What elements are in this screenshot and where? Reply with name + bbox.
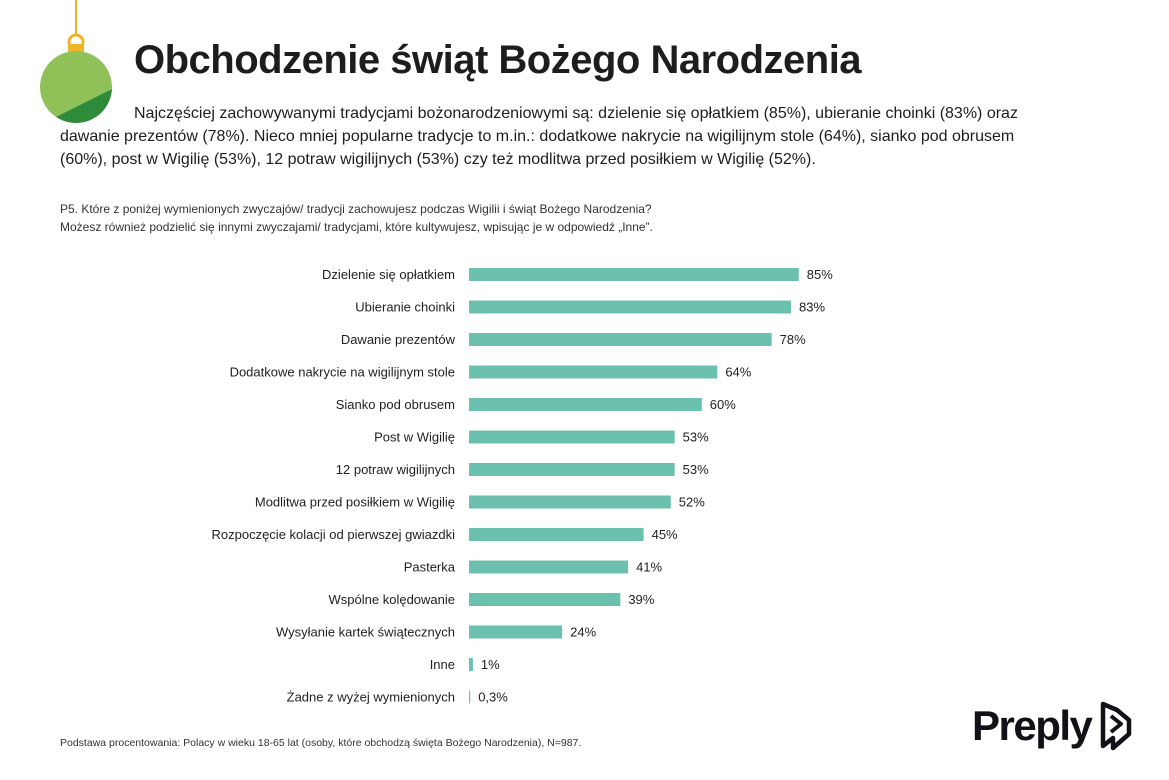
bar (469, 625, 563, 639)
bar (469, 300, 792, 314)
category-label: Ubieranie choinki (355, 300, 455, 315)
bar (469, 268, 799, 281)
preply-logo-icon (1101, 701, 1132, 751)
value-label: 39% (628, 592, 654, 607)
category-label: Wysyłanie kartek świątecznych (276, 625, 455, 640)
value-label: 60% (710, 397, 736, 412)
category-label: 12 potraw wigilijnych (336, 462, 455, 477)
bar (469, 593, 621, 606)
category-label: Modlitwa przed posiłkiem w Wigilię (255, 495, 455, 510)
value-label: 24% (570, 625, 596, 640)
category-label: Inne (430, 657, 455, 672)
bar (469, 333, 772, 346)
bar (469, 560, 629, 574)
category-label: Pasterka (404, 560, 456, 575)
value-label: 83% (799, 300, 825, 315)
intro-paragraph: Najczęściej zachowywanymi tradycjami boż… (60, 105, 1018, 168)
christmas-ornament-icon (40, 0, 112, 123)
page-title: Obchodzenie świąt Bożego Narodzenia (134, 38, 862, 82)
value-label: 64% (725, 365, 751, 380)
value-label: 41% (636, 560, 662, 575)
value-label: 53% (683, 430, 709, 445)
category-label: Post w Wigilię (374, 430, 455, 445)
category-label: Sianko pod obrusem (336, 397, 455, 412)
survey-question: P5. Które z poniżej wymienionych zwyczaj… (60, 200, 820, 236)
category-label: Rozpoczęcie kolacji od pierwszej gwiazdk… (212, 527, 456, 542)
category-label: Żadne z wyżej wymienionych (287, 690, 455, 705)
category-label: Dodatkowe nakrycie na wigilijnym stole (230, 365, 455, 380)
value-label: 85% (807, 267, 833, 282)
bar (469, 658, 473, 671)
survey-question-line-1: P5. Które z poniżej wymienionych zwyczaj… (60, 202, 652, 216)
category-label: Dzielenie się opłatkiem (322, 267, 455, 282)
preply-logo: Preply (972, 698, 1135, 754)
bar (469, 495, 671, 509)
value-label: 1% (481, 657, 500, 672)
bar (469, 463, 675, 476)
bar (469, 528, 644, 541)
bar (469, 398, 702, 411)
footnote: Podstawa procentowania: Polacy w wieku 1… (60, 737, 582, 749)
bar (469, 690, 471, 704)
value-label: 0,3% (478, 690, 508, 705)
category-label: Wspólne kolędowanie (329, 592, 455, 607)
logo-text: Preply (972, 702, 1093, 749)
bar (469, 430, 675, 444)
bar-chart: Dzielenie się opłatkiem 85% Ubieranie choi… (212, 267, 834, 705)
value-label: 45% (652, 527, 678, 542)
value-label: 52% (679, 495, 705, 510)
category-label: Dawanie prezentów (341, 332, 456, 347)
bar (469, 365, 718, 379)
value-label: 78% (780, 332, 806, 347)
value-label: 53% (683, 462, 709, 477)
survey-question-line-2: Możesz również podzielić się innymi zwyc… (60, 220, 653, 234)
